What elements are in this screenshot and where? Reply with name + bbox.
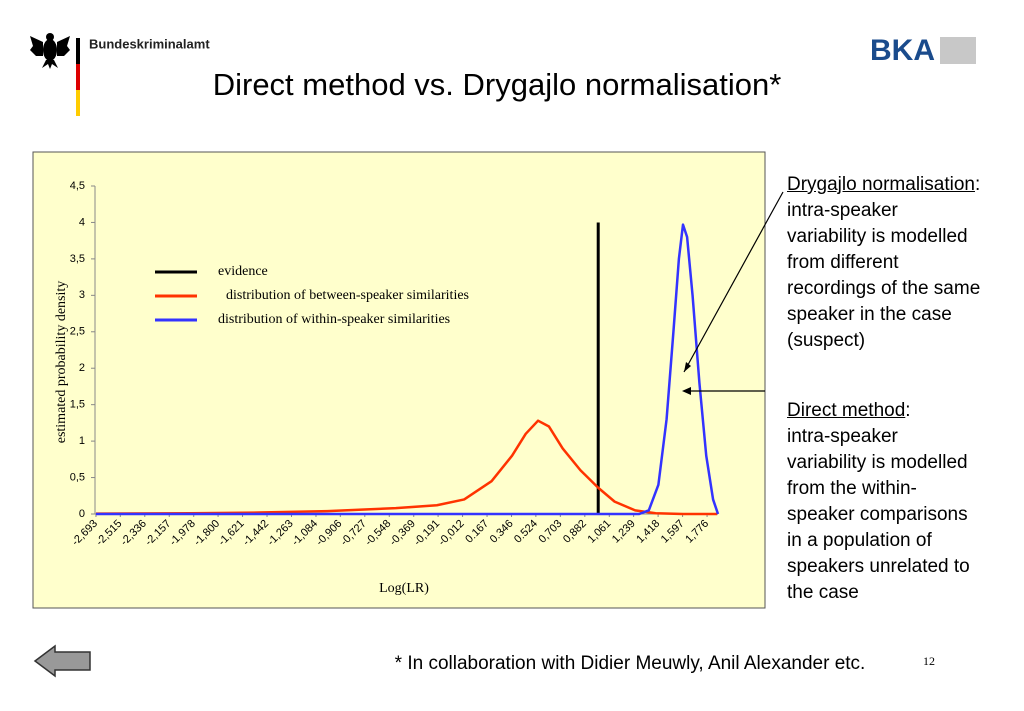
arrow — [683, 191, 784, 373]
arrowhead — [684, 362, 691, 372]
chart: 00,511,522,533,544,5-2,693-2,515-2,336-2… — [32, 151, 766, 609]
note-line: from the within- — [787, 478, 917, 499]
slide-title: Direct method vs. Drygajlo normalisation… — [213, 67, 782, 102]
note-line: speaker in the case — [787, 304, 952, 325]
flag-black — [76, 38, 80, 64]
note-line: intra-speaker — [787, 200, 898, 221]
note-line: the case — [787, 582, 859, 603]
eagle — [30, 33, 70, 69]
back-button[interactable] — [33, 644, 91, 678]
x-axis-label: Log(LR) — [379, 581, 429, 596]
y-tick-label: 1,5 — [70, 399, 85, 411]
series-line — [95, 223, 720, 516]
y-tick-label: 2,5 — [70, 326, 85, 338]
legend-label: distribution of within-speaker similarit… — [218, 312, 450, 327]
y-tick-label: 4 — [79, 216, 85, 228]
note-line: variability is modelled — [787, 226, 968, 247]
y-tick-label: 0 — [79, 508, 85, 520]
note-heading-suffix: : — [905, 400, 911, 421]
note-heading: Drygajlo normalisation — [787, 174, 975, 195]
y-tick-label: 4,5 — [70, 180, 85, 192]
y-tick-label: 2 — [79, 362, 85, 374]
org-name: Bundeskriminalamt — [89, 36, 210, 51]
note-line: from different — [787, 252, 899, 273]
note: Drygajlo normalisation: intra-speaker vari… — [787, 172, 980, 354]
series-line — [95, 419, 718, 516]
page-number: 12 — [923, 654, 935, 668]
y-tick-label: 1 — [79, 435, 85, 447]
arrowhead — [682, 387, 691, 395]
note-line: recordings of the same — [787, 278, 981, 299]
note: Direct method: intra-speaker variability i… — [787, 398, 970, 606]
y-tick-label: 3,5 — [70, 253, 85, 265]
chart-area — [32, 151, 766, 609]
logo-bar — [940, 37, 976, 64]
legend-label: distribution of between-speaker similari… — [226, 288, 469, 303]
note-line: (suspect) — [787, 330, 866, 351]
y-axis-label: estimated probability density — [54, 281, 69, 444]
y-tick-label: 3 — [79, 289, 85, 301]
flag-gold — [76, 90, 80, 116]
note-heading-line: Direct method: — [787, 398, 970, 424]
logo: BKA — [870, 34, 935, 67]
flag-red — [76, 64, 80, 90]
note-heading-suffix: : — [974, 174, 981, 195]
note-heading: Direct method — [787, 400, 906, 421]
note-line: speaker comparisons — [787, 504, 968, 525]
note-line: in a population of — [787, 530, 932, 551]
legend-label: evidence — [218, 264, 268, 279]
footnote: * In collaboration with Didier Meuwly, A… — [395, 653, 866, 674]
note-heading-line: Drygajlo normalisation: — [787, 172, 980, 198]
note-line: speakers unrelated to — [787, 556, 970, 577]
y-tick-label: 0,5 — [70, 471, 85, 483]
note-line: variability is modelled — [787, 452, 968, 473]
note-line: intra-speaker — [787, 426, 898, 447]
